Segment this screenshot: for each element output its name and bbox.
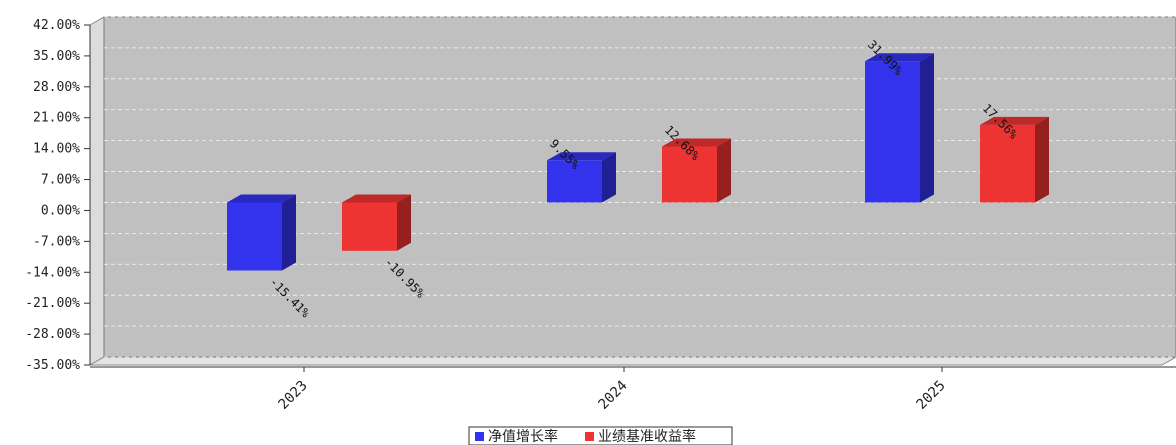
legend-box	[468, 426, 733, 445]
y-tick-label: 0.00%	[41, 203, 80, 218]
y-tick-label: -7.00%	[33, 234, 80, 249]
bar-side	[1035, 116, 1049, 203]
legend-label: 净值增长率	[488, 428, 558, 445]
bar-top	[227, 194, 296, 203]
y-tick-label: -35.00%	[25, 358, 80, 373]
y-tick-label: -21.00%	[25, 296, 80, 311]
bar-top	[662, 138, 731, 147]
bar-2025-nav-growth: 31.99%	[865, 37, 934, 203]
legend-swatch	[585, 432, 594, 441]
bar-side	[717, 138, 731, 203]
floor	[88, 356, 1176, 366]
y-tick-label: 7.00%	[41, 173, 80, 188]
x-axis: 2023 2024 2025	[90, 366, 1176, 413]
y-tick-label: 14.00%	[33, 142, 80, 157]
legend: 净值增长率 业绩基准收益率	[468, 426, 733, 445]
bar-side	[282, 194, 296, 271]
bar-top	[342, 194, 411, 203]
legend-label: 业绩基准收益率	[598, 428, 696, 445]
bar-side	[602, 152, 616, 203]
bar-top	[547, 152, 616, 161]
bar-front	[342, 202, 397, 251]
x-tick-label: 2025	[914, 378, 949, 413]
y-tick-label: 42.00%	[33, 18, 80, 33]
y-axis: 42.00% 35.00% 28.00% 21.00% 14.00% 7.00% 0.00%…	[25, 18, 91, 373]
bar-front	[662, 146, 717, 203]
bar-top	[865, 53, 934, 62]
bar-front	[865, 61, 920, 203]
y-tick-label: 21.00%	[33, 111, 80, 126]
y-tick-label: -14.00%	[25, 265, 80, 280]
bar-front	[547, 160, 602, 203]
legend-swatch	[475, 432, 484, 441]
bar-side	[920, 53, 934, 203]
x-tick-label: 2023	[276, 378, 311, 413]
bar-2025-benchmark: 17.56%	[980, 101, 1049, 203]
bar-2024-benchmark: 12.68%	[662, 123, 731, 203]
y-tick-label: -28.00%	[25, 327, 80, 342]
y-tick-label: 35.00%	[33, 49, 80, 64]
bar-side	[397, 194, 411, 251]
bar-top	[980, 116, 1049, 125]
x-tick-label: 2024	[596, 378, 631, 413]
bar-front	[227, 202, 282, 271]
y-tick-label: 28.00%	[33, 80, 80, 95]
bar-front	[980, 124, 1035, 203]
side-wall	[89, 16, 105, 366]
